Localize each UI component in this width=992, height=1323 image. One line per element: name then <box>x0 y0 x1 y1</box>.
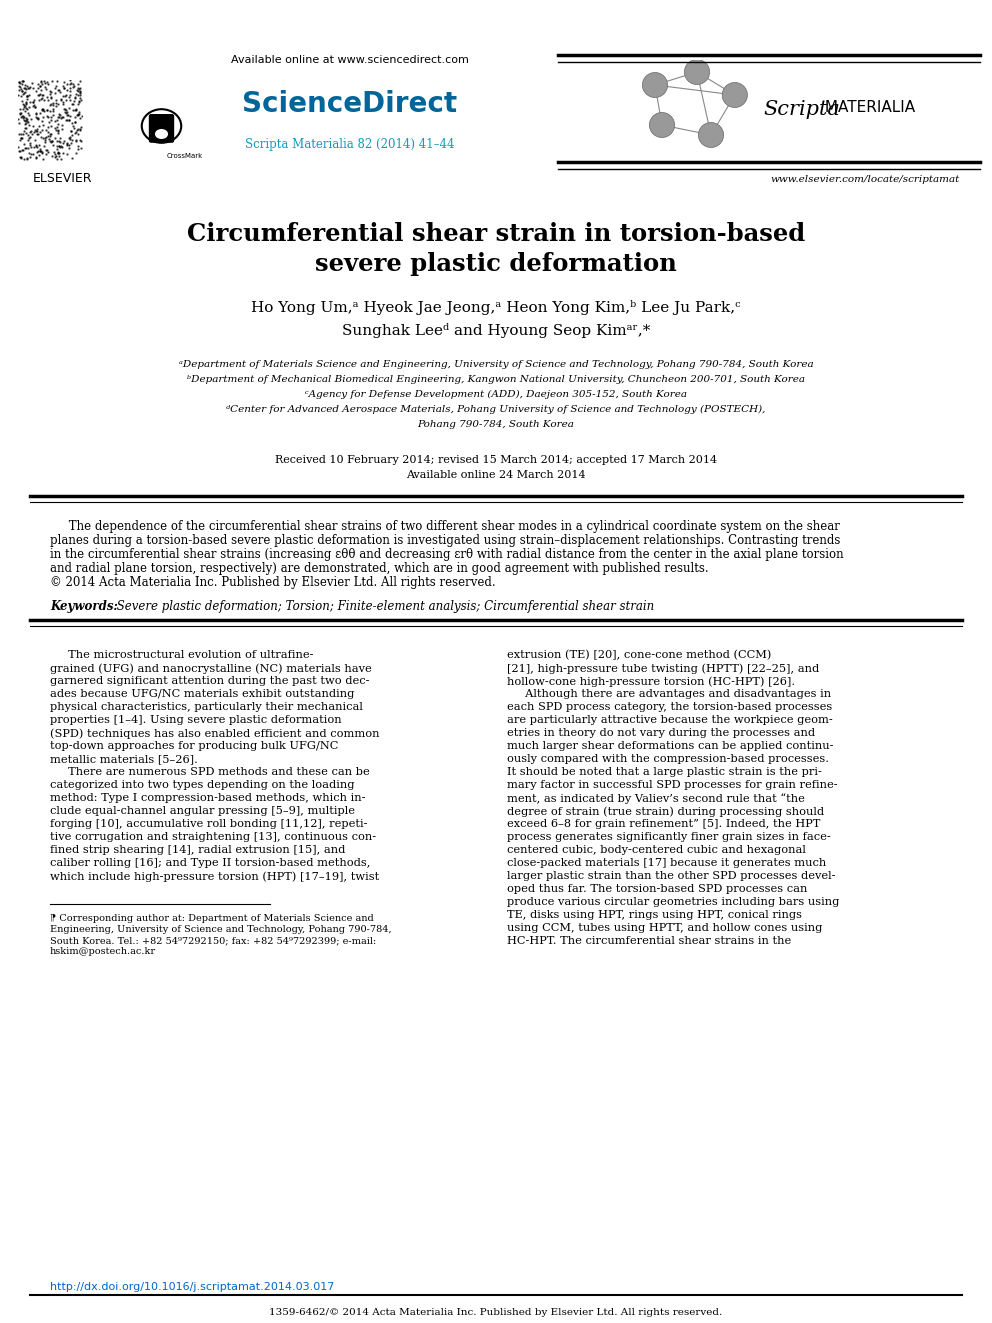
Text: Sunghak Leeᵈ and Hyoung Seop Kimᵃʳ,*: Sunghak Leeᵈ and Hyoung Seop Kimᵃʳ,* <box>342 323 650 337</box>
Text: degree of strain (true strain) during processing should: degree of strain (true strain) during pr… <box>507 806 824 816</box>
Text: Although there are advantages and disadvantages in: Although there are advantages and disadv… <box>507 689 831 699</box>
Text: MATERIALIA: MATERIALIA <box>820 101 916 115</box>
Circle shape <box>142 110 182 143</box>
Text: www.elsevier.com/locate/scriptamat: www.elsevier.com/locate/scriptamat <box>770 175 959 184</box>
Text: fined strip shearing [14], radial extrusion [15], and: fined strip shearing [14], radial extrus… <box>50 845 345 855</box>
Text: top-down approaches for producing bulk UFG/NC: top-down approaches for producing bulk U… <box>50 741 338 751</box>
Ellipse shape <box>722 82 747 107</box>
Text: HC-HPT. The circumferential shear strains in the: HC-HPT. The circumferential shear strain… <box>507 935 792 946</box>
Text: Available online 24 March 2014: Available online 24 March 2014 <box>406 470 586 480</box>
Text: categorized into two types depending on the loading: categorized into two types depending on … <box>50 781 354 790</box>
Text: The dependence of the circumferential shear strains of two different shear modes: The dependence of the circumferential sh… <box>50 520 840 533</box>
Ellipse shape <box>650 112 675 138</box>
Text: Scripta: Scripta <box>763 101 840 119</box>
Text: mary factor in successful SPD processes for grain refine-: mary factor in successful SPD processes … <box>507 781 837 790</box>
Text: close-packed materials [17] because it generates much: close-packed materials [17] because it g… <box>507 859 826 868</box>
Text: Engineering, University of Science and Technology, Pohang 790-784,: Engineering, University of Science and T… <box>50 925 392 934</box>
Text: It should be noted that a large plastic strain is the pri-: It should be noted that a large plastic … <box>507 767 822 777</box>
Text: are particularly attractive because the workpiece geom-: are particularly attractive because the … <box>507 714 832 725</box>
Text: larger plastic strain than the other SPD processes devel-: larger plastic strain than the other SPD… <box>507 871 835 881</box>
Text: tive corrugation and straightening [13], continuous con-: tive corrugation and straightening [13],… <box>50 832 376 841</box>
Text: (SPD) techniques has also enabled efficient and common: (SPD) techniques has also enabled effici… <box>50 728 380 738</box>
Ellipse shape <box>684 60 709 85</box>
Text: The microstructural evolution of ultrafine-: The microstructural evolution of ultrafi… <box>50 650 313 660</box>
Text: There are numerous SPD methods and these can be: There are numerous SPD methods and these… <box>50 767 370 777</box>
Text: much larger shear deformations can be applied continu-: much larger shear deformations can be ap… <box>507 741 833 751</box>
Text: produce various circular geometries including bars using: produce various circular geometries incl… <box>507 897 839 908</box>
Text: oped thus far. The torsion-based SPD processes can: oped thus far. The torsion-based SPD pro… <box>507 884 807 894</box>
Text: extrusion (TE) [20], cone-cone method (CCM): extrusion (TE) [20], cone-cone method (C… <box>507 650 772 660</box>
Text: ᵇDepartment of Mechanical Biomedical Engineering, Kangwon National University, C: ᵇDepartment of Mechanical Biomedical Eng… <box>187 374 805 384</box>
Text: [21], high-pressure tube twisting (HPTT) [22–25], and: [21], high-pressure tube twisting (HPTT)… <box>507 663 819 673</box>
Text: using CCM, tubes using HPTT, and hollow cones using: using CCM, tubes using HPTT, and hollow … <box>507 923 822 933</box>
Text: process generates significantly finer grain sizes in face-: process generates significantly finer gr… <box>507 832 830 841</box>
Text: which include high-pressure torsion (HPT) [17–19], twist: which include high-pressure torsion (HPT… <box>50 871 379 881</box>
Text: Available online at www.sciencedirect.com: Available online at www.sciencedirect.co… <box>231 56 469 65</box>
Text: ᶜAgency for Defense Development (ADD), Daejeon 305-152, South Korea: ᶜAgency for Defense Development (ADD), D… <box>305 390 687 400</box>
Ellipse shape <box>698 123 723 147</box>
Text: ⁋ Corresponding author at: Department of Materials Science and: ⁋ Corresponding author at: Department of… <box>50 914 374 923</box>
Text: severe plastic deformation: severe plastic deformation <box>315 251 677 277</box>
Text: etries in theory do not vary during the processes and: etries in theory do not vary during the … <box>507 728 815 738</box>
Text: CrossMark: CrossMark <box>167 153 203 159</box>
Text: hollow-cone high-pressure torsion (HC-HPT) [26].: hollow-cone high-pressure torsion (HC-HP… <box>507 676 796 687</box>
Text: Keywords:: Keywords: <box>50 601 118 613</box>
Text: and radial plane torsion, respectively) are demonstrated, which are in good agre: and radial plane torsion, respectively) … <box>50 562 708 576</box>
Text: Scripta Materialia 82 (2014) 41–44: Scripta Materialia 82 (2014) 41–44 <box>245 138 454 151</box>
Text: each SPD process category, the torsion-based processes: each SPD process category, the torsion-b… <box>507 703 832 712</box>
Text: Severe plastic deformation; Torsion; Finite-element analysis; Circumferential sh: Severe plastic deformation; Torsion; Fin… <box>113 601 655 613</box>
Text: South Korea. Tel.: +82 54⁹7292150; fax: +82 54⁹7292399; e-mail:: South Korea. Tel.: +82 54⁹7292150; fax: … <box>50 935 376 945</box>
Text: TE, disks using HPT, rings using HPT, conical rings: TE, disks using HPT, rings using HPT, co… <box>507 910 802 919</box>
Text: method: Type I compression-based methods, which in-: method: Type I compression-based methods… <box>50 792 365 803</box>
Text: hskim@postech.ac.kr: hskim@postech.ac.kr <box>50 947 156 957</box>
Text: ELSEVIER: ELSEVIER <box>33 172 91 185</box>
Text: ades because UFG/NC materials exhibit outstanding: ades because UFG/NC materials exhibit ou… <box>50 689 354 699</box>
Text: http://dx.doi.org/10.1016/j.scriptamat.2014.03.017: http://dx.doi.org/10.1016/j.scriptamat.2… <box>50 1282 334 1293</box>
Text: forging [10], accumulative roll bonding [11,12], repeti-: forging [10], accumulative roll bonding … <box>50 819 367 830</box>
Text: centered cubic, body-centered cubic and hexagonal: centered cubic, body-centered cubic and … <box>507 845 806 855</box>
Text: ously compared with the compression-based processes.: ously compared with the compression-base… <box>507 754 829 763</box>
Ellipse shape <box>643 73 668 98</box>
Text: metallic materials [5–26].: metallic materials [5–26]. <box>50 754 197 763</box>
Text: ScienceDirect: ScienceDirect <box>242 90 457 118</box>
Text: garnered significant attention during the past two dec-: garnered significant attention during th… <box>50 676 369 687</box>
Text: © 2014 Acta Materialia Inc. Published by Elsevier Ltd. All rights reserved.: © 2014 Acta Materialia Inc. Published by… <box>50 576 496 589</box>
Text: ᵃDepartment of Materials Science and Engineering, University of Science and Tech: ᵃDepartment of Materials Science and Eng… <box>179 360 813 369</box>
Text: grained (UFG) and nanocrystalline (NC) materials have: grained (UFG) and nanocrystalline (NC) m… <box>50 663 372 673</box>
Text: exceed 6–8 for grain refinement” [5]. Indeed, the HPT: exceed 6–8 for grain refinement” [5]. In… <box>507 819 820 830</box>
Text: planes during a torsion-based severe plastic deformation is investigated using s: planes during a torsion-based severe pla… <box>50 534 840 546</box>
Ellipse shape <box>155 130 168 139</box>
Text: ᵈCenter for Advanced Aerospace Materials, Pohang University of Science and Techn: ᵈCenter for Advanced Aerospace Materials… <box>226 405 766 414</box>
Text: Ho Yong Um,ᵃ Hyeok Jae Jeong,ᵃ Heon Yong Kim,ᵇ Lee Ju Park,ᶜ: Ho Yong Um,ᵃ Hyeok Jae Jeong,ᵃ Heon Yong… <box>251 300 741 315</box>
Text: physical characteristics, particularly their mechanical: physical characteristics, particularly t… <box>50 703 363 712</box>
Text: Circumferential shear strain in torsion-based: Circumferential shear strain in torsion-… <box>186 222 806 246</box>
Text: 1359-6462/© 2014 Acta Materialia Inc. Published by Elsevier Ltd. All rights rese: 1359-6462/© 2014 Acta Materialia Inc. Pu… <box>270 1308 722 1316</box>
Text: caliber rolling [16]; and Type II torsion-based methods,: caliber rolling [16]; and Type II torsio… <box>50 859 370 868</box>
Text: Pohang 790-784, South Korea: Pohang 790-784, South Korea <box>418 419 574 429</box>
Text: Received 10 February 2014; revised 15 March 2014; accepted 17 March 2014: Received 10 February 2014; revised 15 Ma… <box>275 455 717 464</box>
Text: in the circumferential shear strains (increasing εθθ and decreasing εrθ with rad: in the circumferential shear strains (in… <box>50 548 843 561</box>
Text: ment, as indicated by Valiev’s second rule that “the: ment, as indicated by Valiev’s second ru… <box>507 792 805 804</box>
Text: clude equal-channel angular pressing [5–9], multiple: clude equal-channel angular pressing [5–… <box>50 806 355 816</box>
FancyBboxPatch shape <box>149 114 175 143</box>
Text: properties [1–4]. Using severe plastic deformation: properties [1–4]. Using severe plastic d… <box>50 714 341 725</box>
